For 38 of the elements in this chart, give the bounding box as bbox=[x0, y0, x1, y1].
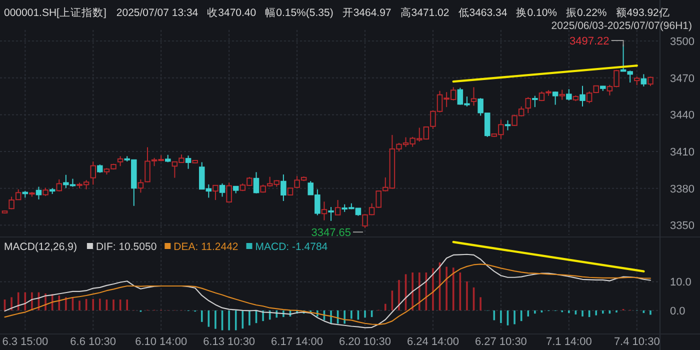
x-tick-label: 6.17 14:00 bbox=[271, 336, 324, 348]
annotation: 2025/06/03-2025/07/07(96H1) bbox=[551, 20, 692, 32]
y-tick-label: 3500 bbox=[670, 36, 694, 48]
y-tick-label: 0.0 bbox=[670, 305, 686, 318]
x-tick-label: 7.1 14:00 bbox=[546, 336, 592, 348]
text: 开3464.97 bbox=[342, 7, 392, 19]
chart-title: 000001.SH[上证指数] bbox=[4, 6, 106, 19]
text: 低3463.34 bbox=[458, 7, 508, 19]
legend-label: MACD: -1.4784 bbox=[255, 241, 328, 253]
note: 3497.22 bbox=[570, 35, 624, 48]
yaxis: 0.0 10.0 bbox=[0, 276, 692, 318]
legend-label: DIF: 10.5050 bbox=[96, 241, 157, 253]
text: 额493.92亿 bbox=[616, 6, 670, 19]
x-tick-label: 7.4 10:30 bbox=[614, 336, 660, 348]
x-tick-label: 6.20 10:30 bbox=[339, 336, 392, 348]
text: 2025/07/07 13:34 bbox=[116, 7, 198, 19]
annotation: 3347.65 bbox=[311, 227, 352, 240]
y-tick-label: 10.0 bbox=[670, 276, 692, 289]
text: 振0.22% bbox=[566, 7, 607, 19]
text: 高3471.02 bbox=[400, 6, 450, 19]
y-tick-label: 3380 bbox=[670, 183, 694, 196]
note: 3347.65 bbox=[311, 227, 364, 240]
x-tick-label: 6.24 14:00 bbox=[406, 336, 459, 348]
x-tick-label: 6.13 10:30 bbox=[203, 336, 256, 348]
x-tick-label: 6.6 10:30 bbox=[70, 336, 116, 348]
text: 换0.10% bbox=[516, 7, 557, 19]
x-tick-label: 6.10 14:00 bbox=[135, 336, 188, 348]
legend-label: DEA: 11.2442 bbox=[174, 241, 238, 253]
annotation: 3497.22 bbox=[570, 35, 610, 48]
chart-title: MACD(12,26,9) bbox=[4, 241, 77, 253]
text: 收3470.40 bbox=[207, 7, 256, 19]
x-tick-label: 6.27 10:30 bbox=[474, 336, 527, 348]
y-tick-label: 3350 bbox=[670, 220, 694, 232]
text: 幅0.15%(5.35) bbox=[265, 7, 334, 19]
x-tick-label: 6.3 15:00 bbox=[2, 336, 48, 348]
y-tick-label: 3470 bbox=[670, 72, 694, 85]
y-tick-label: 3410 bbox=[670, 146, 694, 159]
y-tick-label: 3440 bbox=[670, 110, 694, 122]
